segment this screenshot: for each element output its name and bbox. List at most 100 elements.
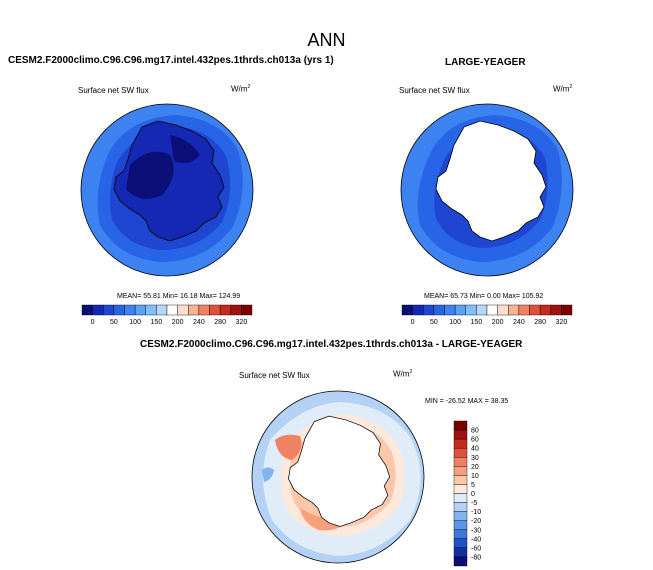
left-colorbar-segment [124, 304, 136, 316]
left-colorbar-tick-label: 0 [91, 319, 95, 326]
diff-units-label: W/m2 [393, 369, 413, 379]
diff-colorbar-tick-label: -80 [471, 554, 481, 561]
left-colorbar-segment [209, 304, 221, 316]
right-map-border [400, 103, 574, 277]
diff-map [252, 391, 424, 563]
left-units-label: W/m2 [231, 84, 251, 94]
diff-stats: MIN = -26.52 MAX = 38.35 [425, 398, 509, 405]
diff-colorbar-segment [453, 457, 468, 467]
diff-colorbar-tick-label: 40 [471, 446, 479, 453]
diff-colorbar-tick-label: 30 [471, 455, 479, 462]
right-colorbar-segment [454, 304, 466, 316]
left-colorbar-tick-label: 280 [214, 319, 226, 326]
left-colorbar-segment [166, 304, 178, 316]
diff-colorbar-segment [453, 447, 468, 458]
right-colorbar-segment [561, 304, 573, 316]
diff-colorbar-segment [453, 511, 468, 521]
left-colorbar-tick-label: 240 [193, 319, 205, 326]
right-colorbar-segment [518, 304, 530, 316]
colorbars: 0 50 100 150 200 240 280 320 0 50 100 150 200 240 280 3… [81, 304, 573, 567]
diff-panel-title: CESM2.F2000climo.C96.C96.mg17.intel.432p… [140, 339, 523, 350]
right-colorbar-segment [508, 304, 520, 316]
diff-colorbar-tick-label: -5 [471, 500, 477, 507]
right-units-label: W/m2 [553, 84, 573, 94]
left-colorbar-segment [103, 304, 115, 316]
right-colorbar-tick-label: 50 [430, 319, 438, 326]
right-colorbar-tick-label: 280 [534, 319, 546, 326]
diff-colorbar-segment [453, 520, 468, 530]
diff-colorbar-segment [453, 475, 468, 485]
diff-colorbar-segment [453, 529, 468, 540]
left-colorbar-tick-label: 50 [110, 319, 118, 326]
diff-colorbar-segment [453, 502, 468, 512]
main-title: ANN [307, 30, 346, 50]
left-colorbar-segment [198, 304, 210, 316]
left-colorbar-segment [156, 304, 168, 316]
right-colorbar-tick-label: 0 [411, 319, 415, 326]
right-colorbar-segment [465, 304, 477, 316]
diff-colorbar-segment [453, 429, 468, 440]
right-colorbar-segment [476, 304, 488, 316]
right-colorbar-segment [550, 304, 562, 316]
diff-colorbar-tick-label: 80 [471, 428, 479, 435]
diff-colorbar-segment [453, 420, 468, 431]
diff-colorbar-segment [453, 493, 468, 503]
diff-colorbar-tick-label: -60 [471, 545, 481, 552]
diff-colorbar-segment [453, 438, 468, 449]
diff-colorbar-segment [453, 556, 468, 567]
left-stats: MEAN= 55.81 Min= 16.18 Max= 124.99 [117, 293, 241, 300]
right-colorbar-segment [486, 304, 498, 316]
left-colorbar-segment [134, 304, 146, 316]
right-map [401, 104, 573, 276]
right-stats: MEAN= 65.73 Min= 0.00 Max= 105.92 [424, 293, 544, 300]
left-colorbar-segment [230, 304, 242, 316]
right-colorbar-tick-label: 100 [449, 319, 461, 326]
left-colorbar-segment [81, 304, 93, 316]
right-colorbar-tick-label: 150 [471, 319, 483, 326]
diff-colorbar-segment [453, 538, 468, 549]
left-colorbar-segment [145, 304, 157, 316]
left-map-border [80, 103, 254, 277]
right-colorbar-segment [412, 304, 424, 316]
right-colorbar-segment [539, 304, 551, 316]
right-colorbar-segment [401, 304, 413, 316]
diff-colorbar-tick-label: -30 [471, 527, 481, 534]
right-colorbar-tick-label: 320 [556, 319, 568, 326]
diff-colorbar-tick-label: 60 [471, 437, 479, 444]
diff-colorbar-tick-label: -40 [471, 536, 481, 543]
diff-colorbar-tick-label: 10 [471, 473, 479, 480]
diff-colorbar-tick-label: 0 [471, 491, 475, 498]
left-colorbar-tick-label: 200 [172, 319, 184, 326]
right-colorbar-tick-label: 200 [492, 319, 504, 326]
left-colorbar-segment [92, 304, 104, 316]
diff-colorbar-tick-label: 5 [471, 482, 475, 489]
right-colorbar-segment [423, 304, 435, 316]
diff-colorbar-tick-label: -10 [471, 509, 481, 516]
left-colorbar-tick-label: 150 [151, 319, 163, 326]
diff-colorbar-segment [453, 466, 468, 476]
diff-colorbar-segment [453, 547, 468, 558]
diff-colorbar-tick-label: 20 [471, 464, 479, 471]
right-colorbar-tick-label: 240 [513, 319, 525, 326]
left-colorbar-segment [177, 304, 189, 316]
left-colorbar-segment [113, 304, 125, 316]
diff-colorbar-tick-label: -20 [471, 518, 481, 525]
right-colorbar-segment [529, 304, 541, 316]
left-colorbar-segment [188, 304, 200, 316]
left-map [81, 104, 253, 276]
diff-map-border [251, 390, 425, 564]
right-colorbar-segment [444, 304, 456, 316]
left-colorbar-segment [219, 304, 231, 316]
left-colorbar-tick-label: 100 [129, 319, 141, 326]
left-colorbar-segment [241, 304, 253, 316]
left-colorbar-tick-label: 320 [236, 319, 248, 326]
left-variable-label: Surface net SW flux [78, 86, 149, 95]
right-panel-title: LARGE-YEAGER [445, 57, 526, 68]
right-variable-label: Surface net SW flux [399, 86, 470, 95]
diff-variable-label: Surface net SW flux [239, 371, 310, 380]
diff-colorbar-segment [453, 484, 468, 494]
right-colorbar-segment [433, 304, 445, 316]
left-panel-title: CESM2.F2000climo.C96.C96.mg17.intel.432p… [8, 55, 334, 66]
right-colorbar-segment [497, 304, 509, 316]
